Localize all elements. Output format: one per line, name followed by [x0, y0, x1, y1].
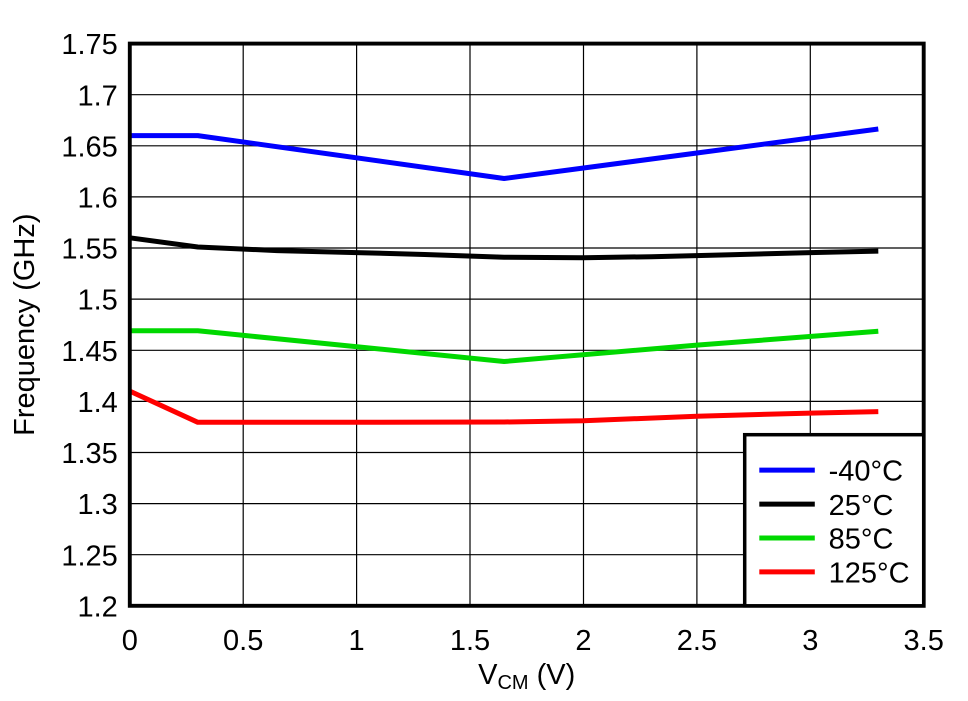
svg-text:1.2: 1.2	[77, 591, 117, 623]
svg-text:125°C: 125°C	[829, 557, 910, 589]
svg-text:1.7: 1.7	[77, 80, 117, 112]
svg-text:1.6: 1.6	[77, 183, 117, 215]
svg-text:Frequency (GHz): Frequency (GHz)	[9, 214, 41, 436]
svg-text:1.3: 1.3	[77, 489, 117, 521]
svg-text:1.45: 1.45	[61, 336, 117, 368]
svg-text:1.65: 1.65	[61, 131, 117, 163]
svg-text:-40°C: -40°C	[829, 456, 903, 488]
svg-text:1.4: 1.4	[77, 387, 117, 419]
svg-text:1.75: 1.75	[61, 29, 117, 61]
svg-text:1: 1	[349, 625, 365, 657]
svg-text:1.55: 1.55	[61, 234, 117, 266]
svg-text:0.5: 0.5	[223, 625, 263, 657]
svg-text:2: 2	[575, 625, 591, 657]
svg-text:VCM (V): VCM (V)	[478, 659, 575, 694]
svg-text:1.5: 1.5	[77, 285, 117, 317]
svg-text:0: 0	[122, 625, 138, 657]
svg-text:1.5: 1.5	[450, 625, 490, 657]
svg-text:25°C: 25°C	[829, 490, 894, 522]
svg-text:85°C: 85°C	[829, 524, 894, 556]
svg-text:3.5: 3.5	[904, 625, 944, 657]
svg-text:3: 3	[802, 625, 818, 657]
svg-text:2.5: 2.5	[677, 625, 717, 657]
svg-text:1.25: 1.25	[61, 540, 117, 572]
svg-text:1.35: 1.35	[61, 438, 117, 470]
